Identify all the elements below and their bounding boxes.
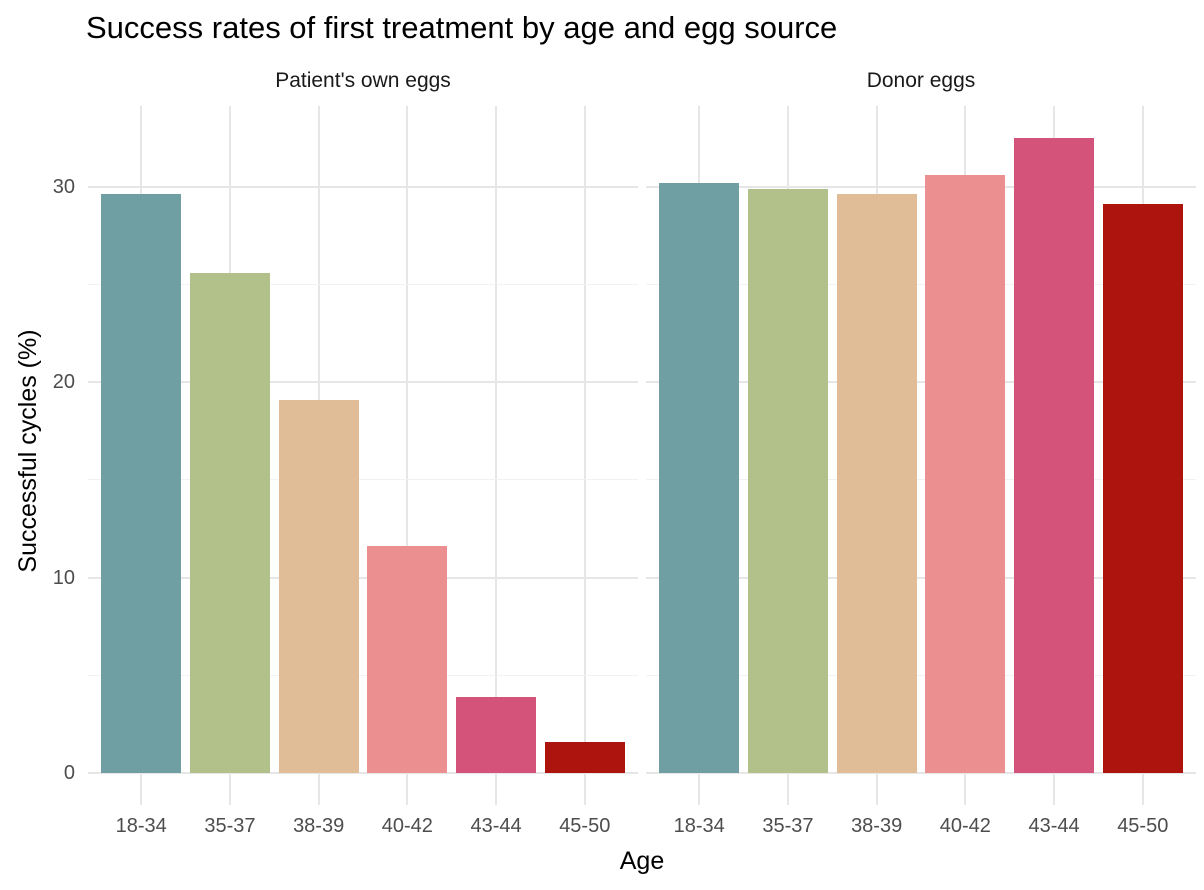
x-axis-title: Age — [619, 847, 665, 875]
x-tick-label: 45-50 — [559, 815, 611, 837]
gridline-minor — [88, 283, 638, 285]
gridline-minor — [88, 479, 638, 481]
bar-own-38-39 — [278, 399, 359, 774]
bar-donor-45-50 — [1102, 204, 1183, 774]
gridline-major — [646, 576, 1196, 579]
x-tick-label: 40-42 — [381, 815, 433, 837]
x-tick-label: 43-44 — [1028, 815, 1080, 837]
x-tick-label: 40-42 — [939, 815, 991, 837]
gridline-major — [88, 576, 638, 579]
bar-own-43-44 — [456, 696, 536, 774]
y-tick-label: 10 — [52, 566, 75, 589]
gridline-major — [88, 772, 638, 775]
gridline-major — [88, 381, 638, 384]
facet-label-donor-eggs: Donor eggs — [866, 69, 976, 92]
x-tick-label: 43-44 — [470, 815, 522, 837]
gridline-major — [646, 185, 1196, 188]
panel-own-eggs — [88, 106, 638, 805]
bar-own-18-34 — [101, 194, 182, 774]
x-tick-label: 38-39 — [851, 815, 903, 837]
bar-donor-43-44 — [1014, 137, 1094, 774]
x-tick-label: 18-34 — [673, 815, 725, 837]
gridline-vertical — [406, 106, 409, 805]
gridline-minor — [88, 674, 638, 676]
gridline-vertical — [583, 106, 586, 805]
gridline-vertical — [495, 106, 498, 805]
x-tick-label: 45-50 — [1117, 815, 1169, 837]
panel-donor-eggs — [646, 106, 1196, 805]
x-tick-label: 18-34 — [115, 815, 167, 837]
gridline-minor — [646, 674, 1196, 676]
gridline-major — [88, 185, 638, 188]
x-tick-label: 35-37 — [204, 815, 256, 837]
bar-donor-35-37 — [748, 188, 828, 774]
gridline-major — [646, 381, 1196, 384]
gridline-minor — [646, 283, 1196, 285]
bar-own-45-50 — [544, 741, 625, 774]
y-tick-label: 30 — [52, 175, 75, 198]
bar-own-40-42 — [367, 546, 448, 774]
x-tick-label: 35-37 — [762, 815, 814, 837]
gridline-minor — [646, 479, 1196, 481]
bar-donor-18-34 — [659, 182, 740, 774]
bar-donor-40-42 — [925, 174, 1006, 774]
gridline-major — [646, 772, 1196, 775]
chart-title: Success rates of first treatment by age … — [86, 10, 838, 45]
facet-label-own-eggs: Patient's own eggs — [275, 69, 451, 92]
x-tick-label: 38-39 — [293, 815, 345, 837]
y-tick-label: 20 — [52, 371, 75, 394]
y-tick-label: 0 — [63, 762, 75, 785]
bar-own-35-37 — [190, 272, 270, 774]
bar-donor-38-39 — [836, 194, 917, 774]
